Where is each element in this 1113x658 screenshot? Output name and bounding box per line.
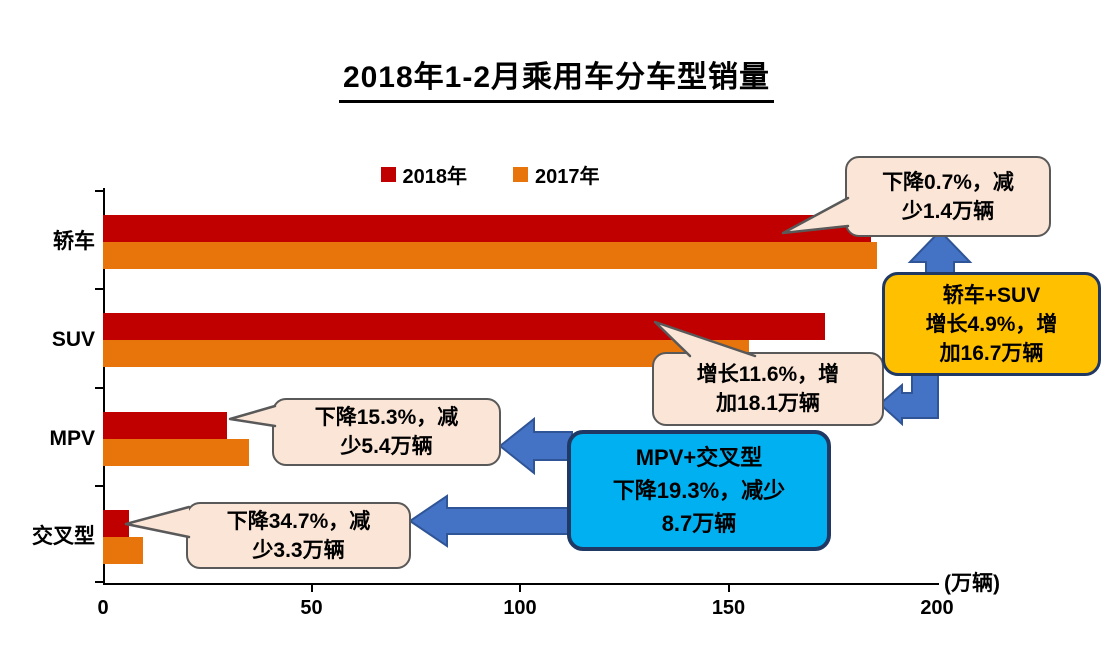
category-label-交叉型: 交叉型 — [32, 524, 95, 548]
chart-title: 2018年1-2月乘用车分车型销量 — [338, 52, 775, 103]
y-axis-tick — [95, 386, 103, 389]
callout-cross-text: 下降34.7%，减 少3.3万辆 — [226, 509, 371, 562]
legend-label-2017: 2017年 — [535, 166, 600, 188]
x-axis-tick — [519, 583, 521, 592]
y-axis-tick — [95, 484, 103, 487]
legend-item-2017: 2017年 — [513, 160, 600, 189]
y-axis-line — [103, 188, 105, 585]
callout-suv: 增长11.6%，增 加18.1万辆 — [652, 352, 884, 426]
bar-2017年-MPV — [103, 438, 250, 466]
callout-sedan-text: 下降0.7%，减 少1.4万辆 — [882, 170, 1014, 223]
bar-2017年-交叉型 — [103, 536, 143, 564]
category-label-SUV: SUV — [51, 328, 95, 352]
bar-2018年-MPV — [103, 411, 227, 439]
category-label-轿车: 轿车 — [53, 230, 95, 253]
x-tick-label-150: 150 — [711, 597, 746, 619]
bar-2018年-轿车 — [103, 215, 872, 242]
title-row: 2018年1-2月乘用车分车型销量 — [0, 52, 1113, 103]
bar-2017年-SUV — [103, 340, 750, 368]
highlight-box-sedan-suv-text: 轿车+SUV 增长4.9%，增 加16.7万辆 — [925, 283, 1058, 365]
highlight-box-mpv-cross: MPV+交叉型 下降19.3%，减少 8.7万辆 — [567, 430, 831, 551]
y-axis-tick — [95, 581, 103, 583]
bar-2017年-轿车 — [103, 242, 877, 269]
x-tick-label-100: 100 — [503, 597, 537, 619]
callout-suv-text: 增长11.6%，增 加18.1万辆 — [696, 363, 840, 415]
callout-mpv-text: 下降15.3%，减 少5.4万辆 — [314, 406, 459, 458]
x-tick-label-0: 0 — [97, 597, 109, 619]
legend-swatch-2017-icon — [513, 167, 528, 182]
bar-2018年-SUV — [103, 313, 825, 341]
highlight-box-sedan-suv: 轿车+SUV 增长4.9%，增 加16.7万辆 — [882, 272, 1101, 376]
x-axis-line — [103, 583, 939, 585]
legend-swatch-2018-icon — [380, 167, 396, 182]
callout-cross: 下降34.7%，减 少3.3万辆 — [186, 502, 411, 569]
y-axis-tick — [95, 190, 103, 192]
axis-unit-label: (万辆) — [944, 572, 1000, 595]
legend: 2018年 2017年 — [330, 160, 650, 189]
legend-item-2018: 2018年 — [380, 160, 468, 189]
y-axis-tick — [95, 288, 103, 291]
highlight-box-mpv-cross-text: MPV+交叉型 下降19.3%，减少 8.7万辆 — [612, 445, 786, 536]
category-label-MPV: MPV — [49, 426, 95, 450]
callout-mpv: 下降15.3%，减 少5.4万辆 — [272, 398, 501, 466]
x-axis-tick — [310, 583, 313, 592]
x-tick-label-50: 50 — [300, 597, 323, 619]
callout-sedan: 下降0.7%，减 少1.4万辆 — [845, 156, 1051, 237]
x-tick-label-200: 200 — [920, 597, 954, 619]
bar-2018年-交叉型 — [103, 509, 130, 537]
x-axis-tick — [727, 583, 730, 592]
legend-label-2018: 2018年 — [402, 166, 468, 188]
